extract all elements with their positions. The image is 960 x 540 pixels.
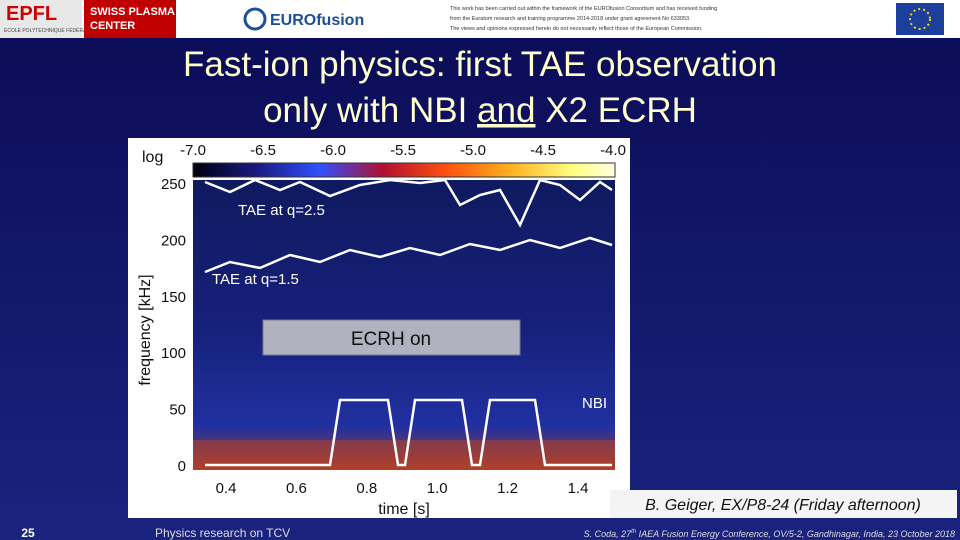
y-tick-label: 100	[161, 345, 186, 362]
colorbar-tick-label: -4.5	[530, 142, 556, 159]
title-part: X2 ECRH	[535, 91, 696, 130]
title-underlined: and	[477, 91, 535, 130]
y-axis-label: frequency [kHz]	[137, 274, 154, 385]
colorbar-tick-label: -4.0	[600, 142, 626, 159]
x-tick-label: 1.0	[427, 480, 448, 497]
colorbar-tick-label: -5.5	[390, 142, 416, 159]
y-tick-label: 0	[178, 458, 186, 475]
colorbar-label: log	[142, 149, 163, 166]
colorbar	[192, 162, 616, 178]
y-tick-label: 250	[161, 176, 186, 193]
footer-citation: S. Coda, 27th IAEA Fusion Energy Confere…	[584, 529, 955, 539]
epfl-subtitle: ÉCOLE POLYTECHNIQUE FÉDÉRALE DE LAUSANNE	[4, 27, 130, 34]
colorbar-tick-label: -6.5	[250, 142, 276, 159]
colorbar-tick-label: -5.0	[460, 142, 486, 159]
trace-nbi	[205, 398, 612, 467]
title: only with NBI and X2 ECRH	[263, 91, 697, 130]
reference: B. Geiger, EX/P8-24 (Friday afternoon)	[645, 497, 921, 514]
y-tick-label: 150	[161, 289, 186, 306]
x-tick-label: 0.4	[216, 480, 237, 497]
y-tick-label: 50	[169, 402, 186, 419]
ecrh-box	[262, 319, 521, 356]
x-tick-label: 0.6	[286, 480, 307, 497]
epfl-logo	[0, 0, 82, 38]
colorbar-tick-label: -7.0	[180, 142, 206, 159]
epfl-text: EPFL	[6, 3, 57, 25]
page-number: 25	[21, 526, 35, 540]
disclaimer: This work has been carried out within th…	[450, 6, 717, 12]
colorbar-tick-label: -6.0	[320, 142, 346, 159]
y-tick-label: 200	[161, 232, 186, 249]
x-tick-label: 1.2	[497, 480, 518, 497]
annotation: TAE at q=1.5	[212, 271, 299, 288]
eu-flag	[896, 3, 944, 35]
footer-section: Physics research on TCV	[155, 526, 290, 540]
x-axis-label: time [s]	[378, 501, 430, 518]
citation-part: IAEA Fusion Energy Conference, OV/5-2, G…	[636, 529, 955, 539]
title-part: only with NBI	[263, 91, 477, 130]
citation-sup: th	[631, 529, 637, 535]
eu-stars	[909, 8, 931, 30]
eurofusion-icon	[243, 7, 267, 31]
trace-tae-lower	[204, 236, 613, 274]
figure: ECRH on TAE at q=2.5 TAE at q=1.5 NBI lo…	[128, 138, 630, 518]
annotation: NBI	[582, 395, 607, 412]
eurofusion-text: EUROfusion	[270, 12, 364, 29]
disclaimer: The views and opinions expressed herein …	[450, 26, 703, 32]
citation-part: S. Coda, 27	[584, 529, 633, 539]
x-tick-label: 1.4	[568, 480, 589, 497]
spc-logo	[84, 0, 176, 38]
x-tick-label: 0.8	[356, 480, 377, 497]
disclaimer: from the Euratom research and training p…	[450, 16, 691, 22]
spc-text: CENTER	[90, 20, 135, 32]
annotation: TAE at q=2.5	[238, 202, 325, 219]
ecrh-label: ECRH on	[351, 329, 431, 350]
trace-tae-upper	[204, 178, 613, 228]
title: Fast-ion physics: first TAE observation	[183, 45, 777, 84]
reference-box	[610, 490, 957, 518]
spc-text: SWISS PLASMA	[90, 6, 175, 18]
